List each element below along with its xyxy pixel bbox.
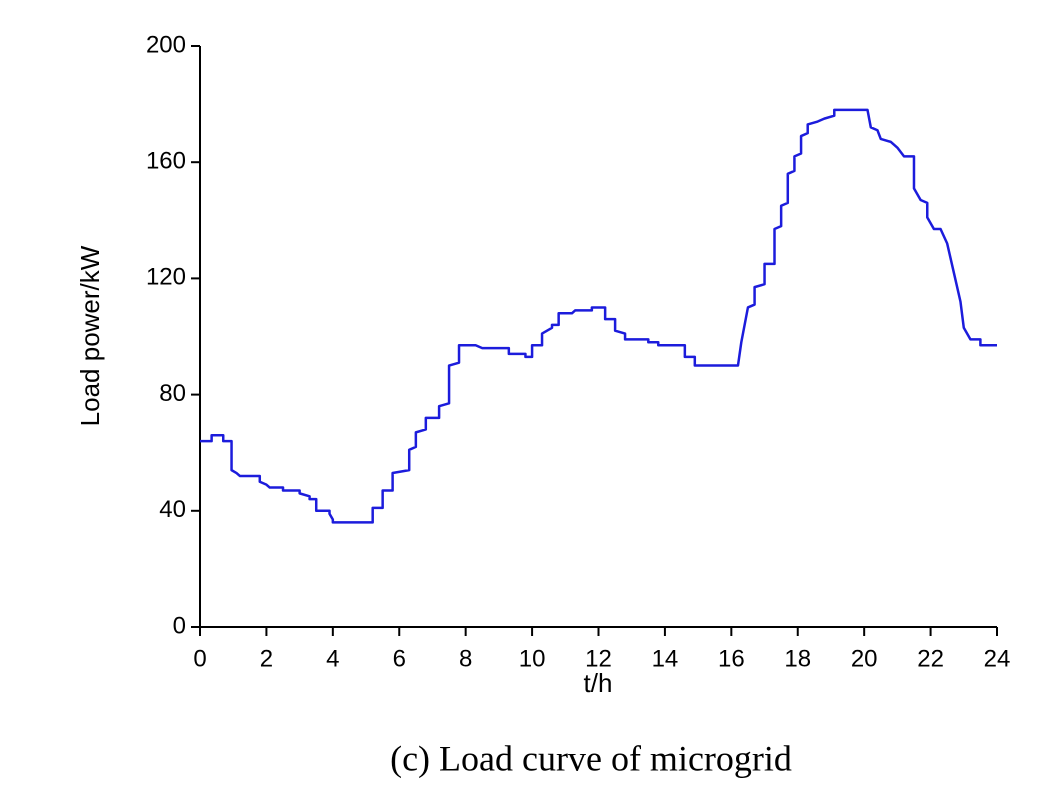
x-tick-label: 16 bbox=[718, 645, 745, 672]
y-tick-label: 0 bbox=[173, 612, 186, 639]
y-tick-label: 200 bbox=[146, 31, 186, 58]
y-axis-label: Load power/kW bbox=[75, 245, 105, 426]
x-tick-label: 4 bbox=[326, 645, 339, 672]
x-tick-label: 0 bbox=[193, 645, 206, 672]
x-tick-label: 22 bbox=[917, 645, 944, 672]
x-tick-label: 10 bbox=[519, 645, 546, 672]
x-tick-label: 6 bbox=[393, 645, 406, 672]
x-axis-label: t/h bbox=[584, 668, 613, 698]
x-tick-label: 14 bbox=[652, 645, 679, 672]
y-tick-label: 120 bbox=[146, 264, 186, 291]
x-tick-label: 24 bbox=[984, 645, 1011, 672]
x-tick-label: 8 bbox=[459, 645, 472, 672]
x-tick-label: 20 bbox=[851, 645, 878, 672]
x-tick-label: 18 bbox=[784, 645, 811, 672]
y-tick-label: 40 bbox=[159, 496, 186, 523]
y-tick-label: 80 bbox=[159, 380, 186, 407]
load-line bbox=[200, 108, 997, 524]
caption: (c) Load curve of microgrid bbox=[390, 738, 792, 778]
x-tick-label: 2 bbox=[260, 645, 273, 672]
y-tick-label: 160 bbox=[146, 148, 186, 175]
x-tick-label: 12 bbox=[585, 645, 612, 672]
